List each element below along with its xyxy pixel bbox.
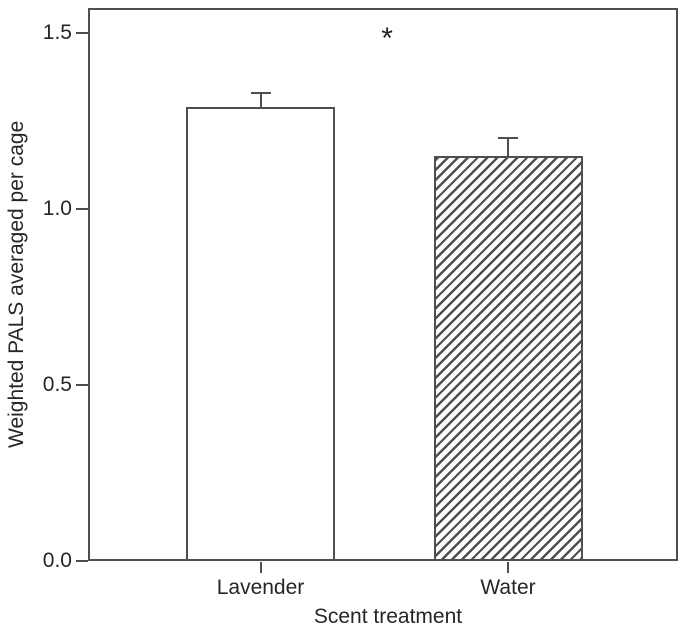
category-label-water: Water	[480, 576, 536, 599]
bar-lavender	[186, 106, 336, 561]
y-axis-tick	[76, 31, 88, 34]
y-tick-label: 1.5	[42, 20, 72, 44]
x-axis-tick-water	[507, 562, 510, 573]
y-tick-label: 0.5	[42, 372, 72, 396]
y-axis-tick	[76, 560, 88, 562]
category-label-lavender: Lavender	[216, 576, 305, 599]
y-axis-tick	[76, 207, 88, 210]
y-tick-label: 1.0	[42, 196, 72, 220]
y-tick-label: 0.0	[42, 549, 72, 572]
y-axis-tick	[76, 383, 88, 386]
plot-area	[88, 8, 678, 561]
y-axis-title: Weighted PALS averaged per cage	[5, 120, 28, 449]
error-bar-stem-lavender	[259, 92, 262, 109]
significance-asterisk: *	[381, 22, 393, 56]
error-bar-cap-lavender	[250, 91, 271, 94]
bar-water	[433, 155, 583, 561]
x-axis-tick-lavender	[259, 562, 262, 573]
x-axis-title: Scent treatment	[313, 605, 463, 628]
error-bar-cap-water	[498, 137, 519, 140]
error-bar-stem-water	[507, 138, 510, 158]
